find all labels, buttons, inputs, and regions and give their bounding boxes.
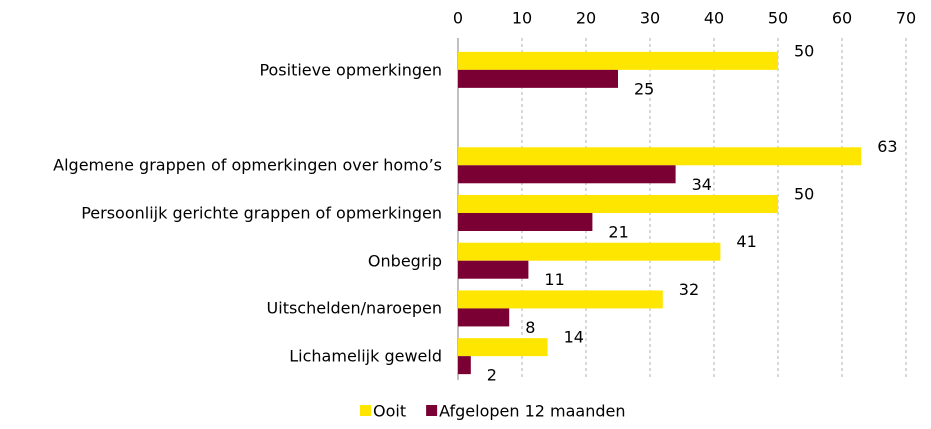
x-tick-label: 0 — [453, 9, 463, 28]
bar — [458, 356, 471, 375]
value-label: 50 — [794, 41, 814, 60]
bar — [458, 69, 618, 88]
value-label: 34 — [692, 175, 712, 194]
value-label: 11 — [544, 270, 564, 289]
value-label: 8 — [525, 318, 535, 337]
legend-swatch — [360, 405, 371, 416]
x-tick-label: 40 — [704, 9, 724, 28]
bar — [458, 338, 548, 357]
x-tick-label: 70 — [896, 9, 916, 28]
value-label: 2 — [487, 366, 497, 385]
y-tick-label: Positieve opmerkingen — [259, 60, 442, 80]
bar — [458, 165, 676, 184]
bar — [458, 147, 862, 166]
bar — [458, 290, 663, 309]
y-tick-label: Lichamelijk geweld — [289, 346, 442, 366]
legend-swatch — [426, 405, 438, 416]
y-tick-label: Persoonlijk gerichte grappen of opmerkin… — [81, 203, 442, 223]
y-tick-label: Algemene grappen of opmerkingen over hom… — [53, 155, 442, 175]
y-tick-label: Uitschelden/naroepen — [266, 298, 442, 318]
value-label: 63 — [877, 137, 897, 156]
value-label: 21 — [608, 223, 628, 242]
bar — [458, 260, 529, 279]
bar — [458, 51, 778, 70]
y-tick-label: Onbegrip — [367, 251, 442, 271]
value-label: 41 — [736, 232, 756, 251]
value-label: 14 — [564, 328, 584, 347]
bar — [458, 213, 593, 231]
x-tick-label: 30 — [640, 9, 660, 28]
x-tick-label: 20 — [576, 9, 596, 28]
x-tick-label: 10 — [512, 9, 532, 28]
x-tick-label: 60 — [832, 9, 852, 28]
legend-label: Afgelopen 12 maanden — [439, 402, 625, 421]
x-tick-label: 50 — [768, 9, 788, 28]
bar — [458, 242, 721, 261]
legend-label: Ooit — [373, 402, 406, 421]
bar — [458, 308, 510, 327]
bar — [458, 195, 778, 213]
value-label: 25 — [634, 79, 654, 98]
value-label: 50 — [794, 185, 814, 204]
value-label: 32 — [679, 280, 699, 299]
